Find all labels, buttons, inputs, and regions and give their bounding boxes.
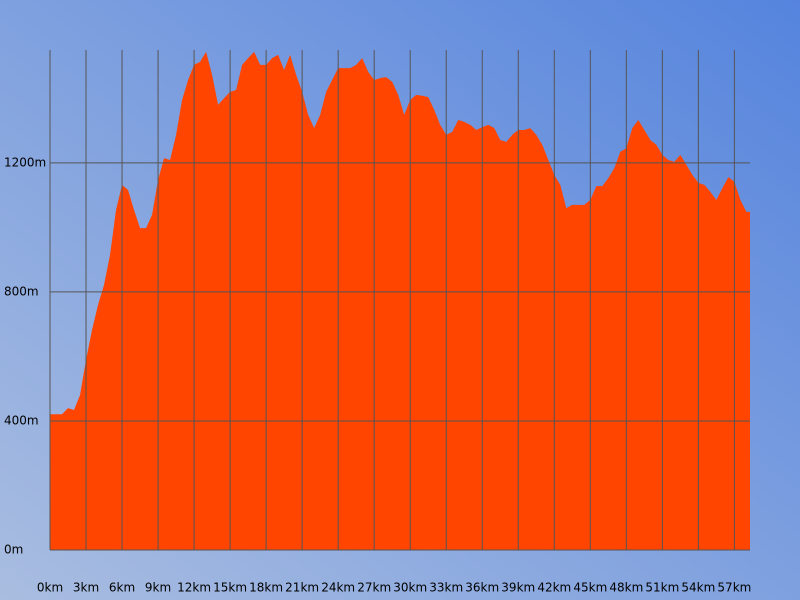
- x-tick-label: 12km: [177, 581, 211, 595]
- elevation-area: [50, 51, 750, 550]
- x-tick-label: 18km: [249, 581, 283, 595]
- x-tick-label: 30km: [393, 581, 427, 595]
- x-tick-label: 3km: [73, 581, 99, 595]
- x-tick-label: 39km: [501, 581, 535, 595]
- x-tick-label: 42km: [537, 581, 571, 595]
- x-tick-label: 45km: [573, 581, 607, 595]
- x-tick-label: 51km: [645, 581, 679, 595]
- x-tick-label: 15km: [213, 581, 247, 595]
- y-tick-label: 0m: [4, 543, 23, 557]
- y-tick-label: 800m: [4, 284, 39, 298]
- y-tick-label: 400m: [4, 413, 39, 427]
- x-tick-label: 24km: [321, 581, 355, 595]
- x-tick-label: 36km: [465, 581, 499, 595]
- x-tick-label: 48km: [609, 581, 643, 595]
- x-tick-label: 9km: [145, 581, 171, 595]
- y-tick-label: 1200m: [4, 155, 46, 169]
- x-tick-label: 27km: [357, 581, 391, 595]
- x-tick-label: 33km: [429, 581, 463, 595]
- x-tick-label: 0km: [37, 581, 63, 595]
- x-tick-label: 57km: [717, 581, 751, 595]
- x-tick-label: 21km: [285, 581, 319, 595]
- x-tick-label: 6km: [109, 581, 135, 595]
- x-tick-label: 54km: [681, 581, 715, 595]
